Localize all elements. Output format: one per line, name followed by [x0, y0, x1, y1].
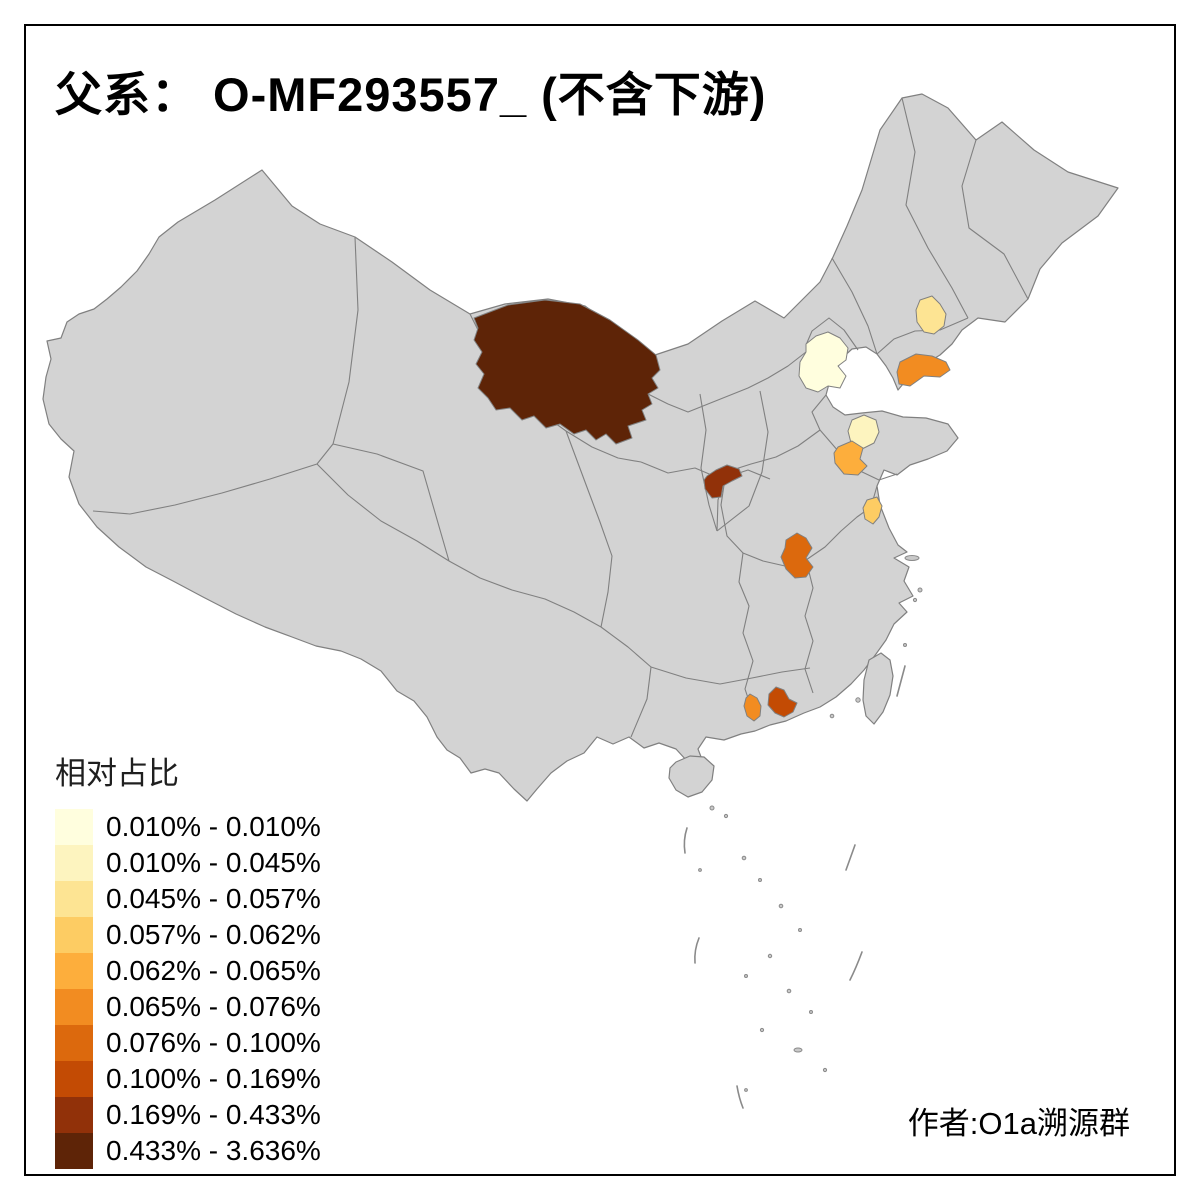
legend-row: 0.169% - 0.433% — [55, 1097, 321, 1133]
legend-row: 0.076% - 0.100% — [55, 1025, 321, 1061]
legend-row: 0.010% - 0.045% — [55, 845, 321, 881]
region-shandong-central — [833, 440, 868, 476]
legend-swatch — [55, 1097, 93, 1133]
region-shandong-north — [847, 414, 880, 450]
legend-rows: 0.010% - 0.010% 0.010% - 0.045% 0.045% - 0… — [55, 809, 321, 1169]
region-guangxi-east — [743, 693, 762, 722]
legend-row: 0.433% - 3.636% — [55, 1133, 321, 1169]
legend-label: 0.045% - 0.057% — [106, 883, 321, 914]
legend-row: 0.010% - 0.010% — [55, 809, 321, 845]
taiwan-island — [862, 652, 894, 725]
page-title: 父系： O-MF293557_ (不含下游) — [55, 68, 767, 121]
region-shaanxi-north — [703, 464, 743, 499]
legend-swatch — [55, 1133, 93, 1169]
legend-swatch — [55, 845, 93, 881]
legend-row: 0.045% - 0.057% — [55, 881, 321, 917]
sea-islands — [683, 555, 923, 1109]
highlighted-regions — [473, 295, 951, 722]
legend-swatch — [55, 1061, 93, 1097]
legend-label: 0.076% - 0.100% — [106, 1027, 321, 1058]
legend-label: 0.065% - 0.076% — [106, 991, 321, 1022]
legend-swatch — [55, 953, 93, 989]
china-mainland — [42, 93, 1119, 802]
legend-row: 0.062% - 0.065% — [55, 953, 321, 989]
region-beijing — [798, 331, 849, 393]
province-boundaries — [92, 97, 1029, 738]
legend-label: 0.062% - 0.065% — [106, 955, 321, 986]
legend-row: 0.057% - 0.062% — [55, 917, 321, 953]
legend-swatch — [55, 809, 93, 845]
legend-swatch — [55, 881, 93, 917]
legend-label: 0.010% - 0.045% — [106, 847, 321, 878]
region-inner-mongolia-west — [473, 299, 661, 445]
legend-swatch — [55, 1025, 93, 1061]
region-liaodong-dalian — [896, 353, 951, 387]
legend: 相对占比 0.010% - 0.010% 0.010% - 0.045% 0.045… — [55, 748, 321, 1169]
legend-label: 0.010% - 0.010% — [106, 811, 321, 842]
legend-label: 0.100% - 0.169% — [106, 1063, 321, 1094]
region-hubei-north — [780, 532, 814, 579]
attribution-text: 作者:O1a溯源群 — [907, 1106, 1130, 1141]
region-guangdong-pearl-west — [767, 686, 798, 718]
region-jiangsu-north — [862, 496, 883, 525]
hainan-island — [668, 755, 715, 798]
legend-row: 0.065% - 0.076% — [55, 989, 321, 1025]
legend-label: 0.169% - 0.433% — [106, 1099, 321, 1130]
legend-title: 相对占比 — [55, 756, 179, 791]
legend-row: 0.100% - 0.169% — [55, 1061, 321, 1097]
legend-label: 0.433% - 3.636% — [106, 1135, 321, 1166]
legend-swatch — [55, 989, 93, 1025]
region-liaoning-central — [915, 295, 947, 335]
legend-label: 0.057% - 0.062% — [106, 919, 321, 950]
legend-swatch — [55, 917, 93, 953]
